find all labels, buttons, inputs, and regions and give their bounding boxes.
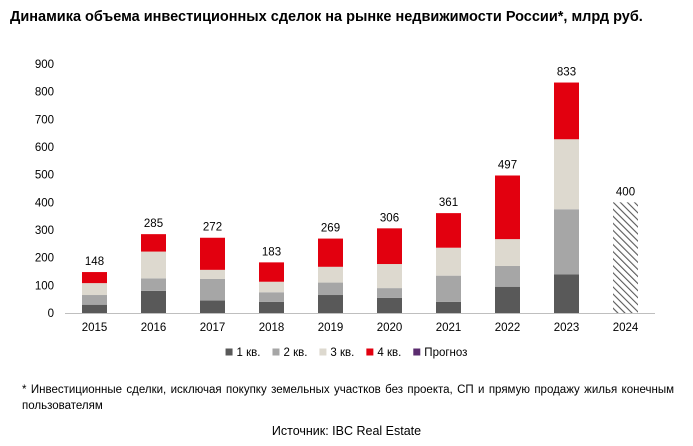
total-label: 183 [262,246,281,258]
bar-segment [141,234,166,252]
y-tick-label: 200 [35,253,54,265]
bar-segment [495,175,520,240]
bar-segment [495,239,520,266]
legend-label: Прогноз [424,347,467,359]
total-label: 833 [557,67,576,79]
x-axis: 2015 2016 2017 2018 2019 2020 2021 2022 2023 2024 [65,313,655,334]
legend-swatch [413,348,421,356]
stacked-bar-chart: 0 100 200 300 400 500 600 700 800 900 148 285 272 18… [35,59,655,359]
bar-segment [495,286,520,313]
bars [82,82,638,313]
bar-segment [318,282,343,296]
x-tick-label: 2015 [82,322,108,334]
bar-segment [141,278,166,291]
bar-segment [82,304,107,313]
bar-segment [82,295,107,305]
bar-segment [495,265,520,287]
total-labels: 148 285 272 183 269 306 361 497 833 400 [85,67,635,269]
bar-segment [200,278,225,301]
total-label: 400 [616,186,635,198]
bar-segment [377,288,402,298]
x-tick-label: 2020 [377,322,403,334]
bar-segment [377,297,402,313]
bar-segment [613,202,638,313]
y-tick-label: 500 [35,170,54,182]
bar-segment [259,281,284,293]
bar-segment [436,247,461,276]
bar-segment [200,300,225,313]
y-tick-label: 600 [35,142,54,154]
bar-segment [318,266,343,283]
y-tick-label: 700 [35,114,54,126]
bar-segment [318,238,343,267]
legend-label: 3 кв. [330,347,354,359]
bar-segment [141,251,166,279]
bar-segment [82,272,107,284]
total-label: 285 [144,218,163,230]
bar-segment [554,274,579,313]
bar-segment [200,269,225,279]
total-label: 306 [380,212,399,224]
total-label: 272 [203,222,222,234]
x-tick-label: 2023 [554,322,580,334]
bar-segment [318,295,343,313]
y-tick-label: 100 [35,280,54,292]
bar-segment [436,275,461,302]
bar-segment [377,228,402,265]
total-label: 148 [85,256,104,268]
bar-segment [259,301,284,313]
x-tick-label: 2019 [318,322,344,334]
y-tick-label: 900 [35,59,54,71]
bar-segment [436,213,461,248]
legend-swatch [366,348,374,356]
y-tick-label: 800 [35,87,54,99]
bar-segment [82,283,107,296]
legend-label: 2 кв. [283,347,307,359]
total-label: 497 [498,159,517,171]
x-tick-label: 2022 [495,322,521,334]
footnote: * Инвестиционные сделки, исключая покупк… [22,384,674,412]
legend-swatch [272,348,280,356]
bar-segment [141,290,166,313]
x-tick-label: 2021 [436,322,462,334]
chart-title: Динамика объема инвестиционных сделок на… [10,9,643,25]
y-tick-label: 0 [48,308,54,320]
x-tick-label: 2017 [200,322,226,334]
total-label: 269 [321,223,340,235]
bar-segment [377,264,402,289]
legend: 1 кв. 2 кв. 3 кв. 4 кв. Прогноз [225,347,467,359]
bar-segment [554,209,579,275]
x-tick-label: 2024 [613,322,639,334]
bar-segment [554,139,579,210]
legend-swatch [225,348,233,356]
bar-segment [200,237,225,270]
total-label: 361 [439,197,458,209]
x-tick-label: 2018 [259,322,285,334]
y-tick-label: 300 [35,225,54,237]
bar-segment [554,82,579,140]
legend-swatch [319,348,327,356]
y-tick-label: 400 [35,197,54,209]
bar-segment [259,292,284,302]
source-note: Источник: IBC Real Estate [271,424,422,438]
y-axis: 0 100 200 300 400 500 600 700 800 900 [35,59,54,320]
bar-segment [259,262,284,282]
bar-segment [436,301,461,313]
x-tick-label: 2016 [141,322,167,334]
legend-label: 1 кв. [237,347,261,359]
legend-label: 4 кв. [377,347,401,359]
